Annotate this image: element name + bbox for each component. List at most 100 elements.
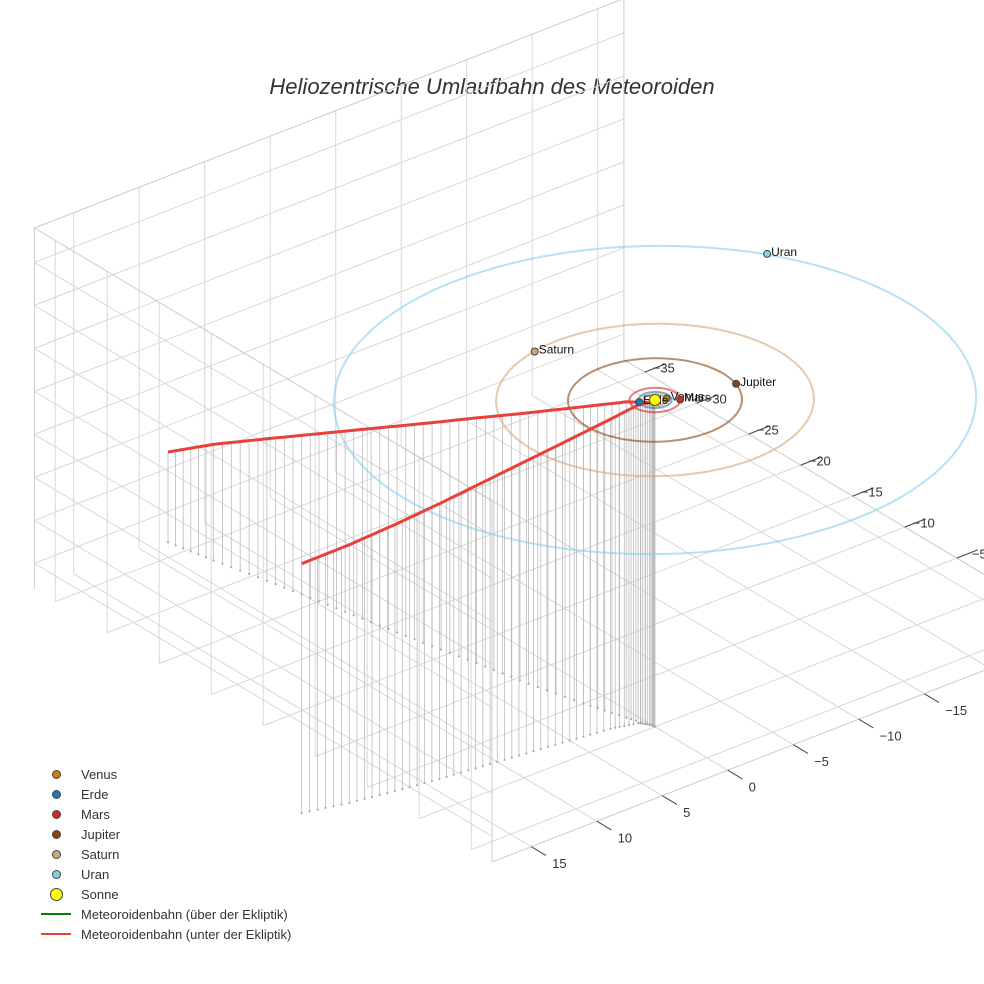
drop-point xyxy=(536,685,539,689)
drop-point xyxy=(481,765,484,768)
drop-point xyxy=(527,682,530,685)
drop-point xyxy=(561,741,564,744)
drop-point xyxy=(239,569,242,572)
drop-point xyxy=(501,672,504,675)
drop-point xyxy=(448,651,451,655)
drop-point xyxy=(632,723,635,726)
drop-point xyxy=(274,583,277,586)
drop-point xyxy=(618,725,621,729)
legend-item[interactable]: Uran xyxy=(40,864,291,884)
legend-marker-icon xyxy=(40,884,72,904)
drop-point xyxy=(378,793,381,797)
x-tick-mark xyxy=(644,363,666,373)
y-tick-mark xyxy=(662,795,678,805)
gridline xyxy=(34,333,625,564)
legend-label: Uran xyxy=(81,866,110,882)
drop-point xyxy=(630,717,633,721)
gridline xyxy=(335,471,794,746)
legend-item[interactable]: Sonne xyxy=(40,884,291,904)
drop-point xyxy=(496,760,499,764)
gridline xyxy=(34,32,625,263)
drop-point xyxy=(370,621,373,624)
gridline xyxy=(34,261,493,536)
gridline xyxy=(34,433,493,708)
drop-point xyxy=(300,812,303,815)
drop-point xyxy=(568,739,571,742)
drop-point xyxy=(609,727,612,730)
gridline xyxy=(531,394,984,666)
x-tick-mark xyxy=(696,394,718,404)
gridline xyxy=(263,495,853,727)
drop-point xyxy=(355,799,358,802)
x-tick-label: −30 xyxy=(705,391,727,406)
drop-point xyxy=(603,709,606,712)
drop-point xyxy=(248,572,251,576)
gridline xyxy=(34,476,493,751)
planet-mars[interactable] xyxy=(676,395,685,404)
legend-item[interactable]: Meteoroidenbahn (unter der Ekliptik) xyxy=(40,924,291,944)
drop-point xyxy=(467,769,470,772)
drop-point xyxy=(554,692,558,695)
gridline xyxy=(34,304,493,579)
legend-item[interactable]: Venus xyxy=(40,764,291,784)
drop-point xyxy=(300,593,303,596)
drop-point xyxy=(614,726,617,729)
gridline xyxy=(34,519,493,794)
drop-point xyxy=(452,773,455,776)
planet-uran[interactable] xyxy=(763,249,772,258)
legend-item[interactable]: Jupiter xyxy=(40,824,291,844)
planet-saturn[interactable] xyxy=(530,347,539,356)
legend-marker-icon xyxy=(40,804,72,824)
x-tick-label: −25 xyxy=(757,422,779,437)
drop-point xyxy=(610,711,614,714)
drop-lines xyxy=(166,401,657,815)
gridline xyxy=(419,598,984,820)
legend-marker-icon xyxy=(40,764,72,784)
drop-point xyxy=(265,579,268,582)
sun-marker[interactable] xyxy=(649,394,661,406)
drop-point xyxy=(625,716,628,719)
drop-point xyxy=(466,658,469,661)
legend-line-icon xyxy=(40,904,72,924)
drop-point xyxy=(575,737,578,740)
drop-point xyxy=(212,559,215,562)
drop-point xyxy=(197,553,200,556)
drop-point xyxy=(627,723,631,727)
drop-point xyxy=(474,767,477,770)
drop-point xyxy=(291,589,295,593)
drop-point xyxy=(430,779,433,783)
orbit-erde xyxy=(637,391,673,409)
drop-point xyxy=(204,556,208,559)
gridline xyxy=(107,402,697,634)
drop-point xyxy=(589,704,592,707)
planet-jupiter[interactable] xyxy=(732,379,741,388)
box-edge xyxy=(34,227,493,502)
y-tick-label: −15 xyxy=(945,703,967,718)
drop-point xyxy=(378,624,381,627)
gridline xyxy=(269,496,729,771)
legend-item[interactable]: Erde xyxy=(40,784,291,804)
drop-point xyxy=(361,617,364,620)
legend-item[interactable]: Mars xyxy=(40,804,291,824)
drop-point xyxy=(386,792,389,795)
planet-label: Uran xyxy=(771,245,797,259)
drop-point xyxy=(326,603,329,606)
legend-item[interactable]: Saturn xyxy=(40,844,291,864)
gridline xyxy=(34,390,493,665)
x-tick-mark xyxy=(800,456,822,466)
drop-point xyxy=(539,748,542,751)
drop-point xyxy=(404,634,407,638)
drop-point xyxy=(316,808,319,811)
planet-erde[interactable] xyxy=(635,398,644,407)
legend-label: Erde xyxy=(81,786,109,802)
planet-venus[interactable] xyxy=(662,394,671,403)
drop-point xyxy=(503,758,506,761)
drop-point xyxy=(489,762,492,766)
legend-label: Meteoroidenbahn (unter der Ekliptik) xyxy=(81,926,292,942)
drop-point xyxy=(340,803,343,806)
legend-item[interactable]: Meteoroidenbahn (über der Ekliptik) xyxy=(40,904,291,924)
x-tick-mark xyxy=(748,425,770,435)
drop-point xyxy=(532,750,535,753)
